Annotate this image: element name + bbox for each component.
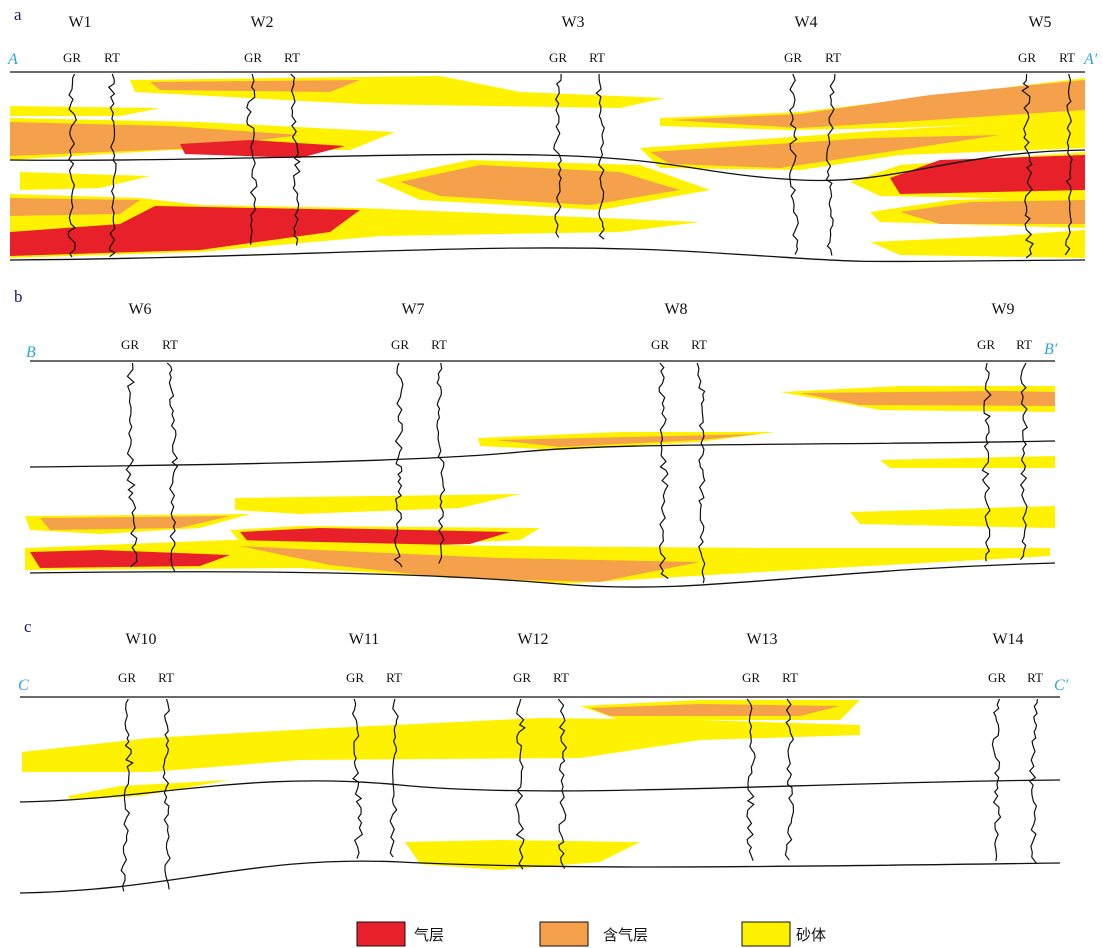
log-label: RT <box>284 50 300 65</box>
log-label: RT <box>1059 50 1075 65</box>
well-log-curve <box>992 699 1000 861</box>
log-label: RT <box>1016 337 1032 352</box>
well-name: W2 <box>250 14 273 31</box>
section-end: C′ <box>1054 677 1069 694</box>
well-name: W12 <box>517 631 548 648</box>
well-name: W7 <box>401 301 424 318</box>
well-name: W4 <box>794 14 817 31</box>
cross-sections: 气层 含气层 砂体 a A A′ W1 GR RT W2 GR RT W3 GR RT W4 GR RT W5… <box>0 0 1103 948</box>
well-log-curve <box>390 699 398 857</box>
well-log-curve <box>659 363 668 579</box>
well-log-curve <box>353 699 363 859</box>
well-log-curve <box>167 363 177 572</box>
well-name: W8 <box>664 301 687 318</box>
section-start: C <box>18 677 29 694</box>
section-end: A′ <box>1083 51 1098 68</box>
log-label: GR <box>346 670 364 685</box>
panel-label: a <box>14 5 22 24</box>
log-label: RT <box>431 337 447 352</box>
well-name: W5 <box>1028 14 1051 31</box>
log-label: RT <box>691 337 707 352</box>
log-label: RT <box>589 50 605 65</box>
well-name: W6 <box>128 301 151 318</box>
panel-label: b <box>14 287 23 306</box>
log-label: GR <box>742 670 760 685</box>
legend-label: 气层 <box>414 926 444 944</box>
well-name: W14 <box>992 631 1023 648</box>
section-start: A <box>7 51 18 68</box>
well-log-curve <box>163 699 170 889</box>
log-label: GR <box>784 50 802 65</box>
log-label: RT <box>825 50 841 65</box>
log-label: RT <box>104 50 120 65</box>
section-start: B <box>26 344 36 361</box>
legend-swatch <box>742 922 790 946</box>
well-name: W10 <box>125 631 156 648</box>
log-label: RT <box>162 337 178 352</box>
log-label: GR <box>118 670 136 685</box>
well-name: W1 <box>68 14 91 31</box>
legend: 气层 含气层 砂体 <box>357 922 826 946</box>
log-label: RT <box>158 670 174 685</box>
log-label: GR <box>1018 50 1036 65</box>
well-name: W9 <box>991 301 1014 318</box>
section-end: B′ <box>1044 341 1058 358</box>
legend-swatch <box>357 922 405 946</box>
log-label: GR <box>513 670 531 685</box>
legend-label: 砂体 <box>796 926 826 944</box>
log-label: GR <box>391 337 409 352</box>
legend-label: 含气层 <box>603 926 648 944</box>
panel-label: c <box>24 617 32 636</box>
well-name: W11 <box>349 631 380 648</box>
log-label: RT <box>782 670 798 685</box>
log-label: GR <box>988 670 1006 685</box>
log-label: RT <box>1027 670 1043 685</box>
log-label: GR <box>121 337 139 352</box>
log-label: GR <box>651 337 669 352</box>
log-label: RT <box>386 670 402 685</box>
well-name: W3 <box>561 14 584 31</box>
log-label: GR <box>549 50 567 65</box>
legend-swatch <box>540 922 588 946</box>
sand-bodies <box>10 76 1085 870</box>
log-label: GR <box>977 337 995 352</box>
log-label: GR <box>63 50 81 65</box>
log-label: RT <box>553 670 569 685</box>
log-label: GR <box>244 50 262 65</box>
well-log-curve <box>1030 699 1038 864</box>
well-name: W13 <box>746 631 777 648</box>
